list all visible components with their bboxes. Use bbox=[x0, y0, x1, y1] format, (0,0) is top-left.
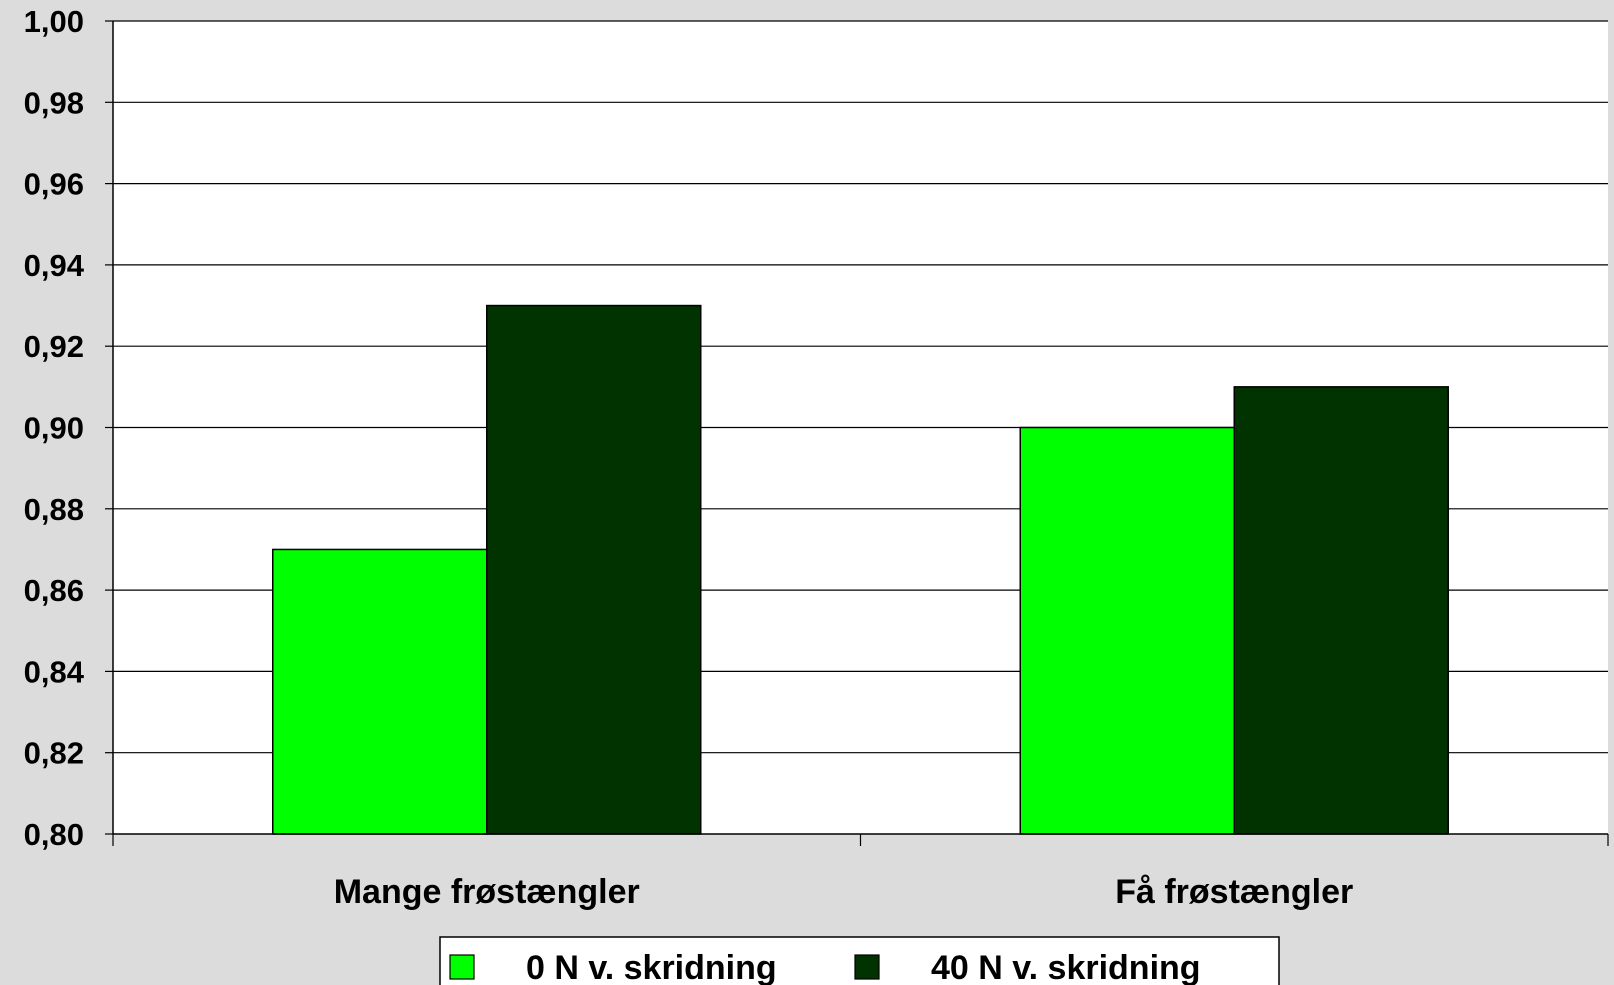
bar bbox=[1233, 386, 1449, 835]
y-tick-label: 0,90 bbox=[24, 411, 84, 446]
category-label: Få frøstængler bbox=[1115, 873, 1353, 911]
y-tick-label: 0,86 bbox=[24, 573, 84, 608]
y-tick-label: 0,82 bbox=[24, 736, 84, 771]
legend-label: 0 N v. skridning bbox=[526, 949, 777, 985]
bar bbox=[486, 304, 702, 835]
legend-swatch bbox=[449, 954, 475, 980]
y-tick-label: 0,84 bbox=[24, 654, 85, 689]
y-tick-label: 0,96 bbox=[24, 167, 84, 202]
legend: 0 N v. skridning 40 N v. skridning bbox=[439, 936, 1280, 985]
y-tick-label: 1,00 bbox=[24, 4, 84, 39]
category-label: Mange frøstængler bbox=[334, 873, 640, 911]
legend-swatch bbox=[854, 954, 880, 980]
y-tick-label: 0,80 bbox=[24, 817, 84, 852]
bar bbox=[272, 548, 488, 835]
bar bbox=[1019, 426, 1235, 835]
x-axis-category-labels: Mange frøstængler Få frøstængler bbox=[334, 873, 1354, 911]
y-tick-label: 0,92 bbox=[24, 329, 84, 364]
y-axis-tick-labels: 0,80 0,82 0,84 0,86 0,88 0,90 0,92 0,94 0,96 0,98… bbox=[24, 4, 85, 852]
y-tick-label: 0,98 bbox=[24, 85, 84, 120]
axes bbox=[105, 20, 1609, 846]
y-tick-label: 0,94 bbox=[24, 248, 85, 283]
legend-label: 40 N v. skridning bbox=[931, 949, 1201, 985]
bars bbox=[272, 304, 1449, 835]
y-tick-label: 0,88 bbox=[24, 492, 84, 527]
